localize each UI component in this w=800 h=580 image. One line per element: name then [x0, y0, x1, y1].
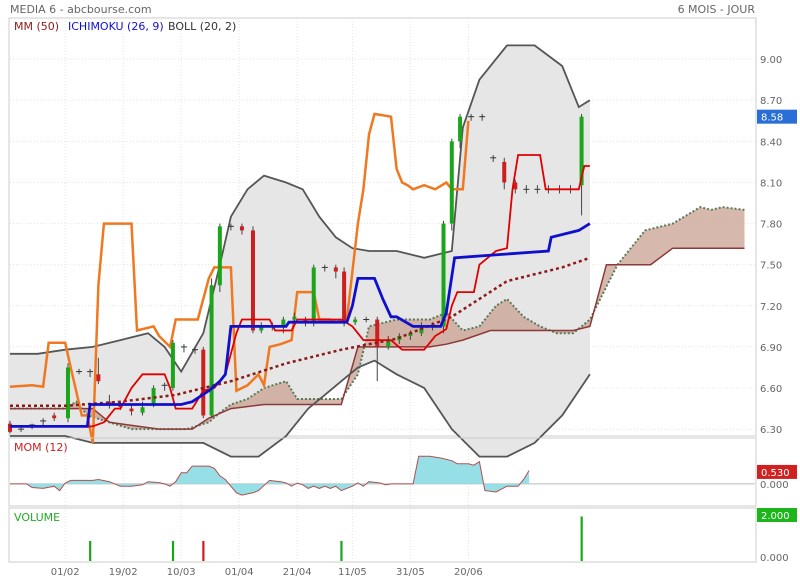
candle-body: [65, 367, 70, 419]
candle-body: [502, 161, 507, 183]
candle-body: [250, 230, 255, 331]
candle-body: [239, 226, 244, 231]
volume-bar: [202, 540, 205, 561]
mom-value-text: 0.530: [761, 468, 790, 479]
candle-body: [449, 141, 454, 224]
y-tick-label: 6.90: [760, 343, 782, 354]
mm50-line: [10, 256, 591, 408]
candle-body: [311, 267, 316, 323]
x-tick-label: 01/04: [225, 567, 254, 578]
volume-zero-tick: 0.000: [760, 553, 789, 564]
candle-body: [209, 285, 214, 416]
y-tick-label: 6.30: [760, 425, 782, 436]
y-tick-label: 8.70: [760, 96, 782, 107]
candle-body: [458, 116, 463, 142]
x-tick-label: 31/05: [396, 567, 425, 578]
chart-period-label: 6 MOIS - JOUR: [678, 3, 756, 16]
senkou-span-b: [10, 247, 745, 430]
volume-bar: [89, 540, 92, 561]
x-tick-label: 01/02: [51, 567, 80, 578]
candle-body: [140, 407, 145, 413]
volume-bar: [340, 540, 343, 561]
candle-body: [201, 349, 206, 416]
chikou-span: [9, 112, 470, 444]
candle-body: [170, 342, 175, 389]
volume-bar: [580, 516, 583, 561]
candle-body: [353, 319, 358, 323]
price-axis: 9.00 8.70 8.40 8.10 7.80 7.50 7.20 6.90 6.60 6.30…: [757, 55, 797, 436]
candle-body: [333, 267, 338, 272]
candle-body: [259, 326, 264, 331]
candle-body: [281, 319, 286, 327]
ichimoku-cloud: [10, 207, 745, 430]
legend-ichimoku: ICHIMOKU (26, 9): [68, 20, 164, 33]
volume-value-badge: [757, 508, 797, 522]
last-price-badge: [757, 109, 797, 124]
y-tick-label: 6.60: [760, 384, 782, 395]
bollinger-band-fill: [10, 45, 590, 457]
candle-body: [129, 408, 134, 412]
candle-body: [217, 226, 222, 286]
mom-panel-title: MOM (12): [14, 441, 68, 454]
price-plot: [8, 44, 745, 458]
y-tick-label: 8.40: [760, 137, 782, 148]
mom-line: [10, 455, 530, 496]
volume-panel-title: VOLUME: [14, 511, 60, 524]
legend-mm: MM (50): [14, 20, 59, 33]
x-tick-label: 11/05: [338, 567, 367, 578]
candle-body: [151, 388, 156, 405]
candle-body: [292, 316, 297, 320]
candle-body: [96, 374, 101, 382]
bollinger-upper: [10, 44, 591, 374]
volume-value-text: 2.000: [761, 511, 790, 522]
volume-plot: 0.000 2.000: [89, 508, 797, 564]
last-price-value: 8.58: [761, 113, 783, 124]
candle-body: [441, 223, 446, 327]
main-panel-frame: [8, 17, 757, 437]
candle-body: [375, 319, 380, 347]
mom-value-badge: [757, 464, 797, 479]
candle-body: [386, 340, 391, 347]
y-tick-label: 9.00: [760, 55, 782, 66]
candle-body: [579, 116, 584, 186]
tenkan-line: [10, 222, 591, 428]
x-tick-label: 20/06: [454, 567, 483, 578]
mom-area: [10, 456, 530, 496]
kijun-line: [10, 154, 590, 428]
y-tick-label: 8.10: [760, 178, 782, 189]
volume-panel-frame: [8, 507, 757, 563]
mom-panel-frame: [8, 437, 757, 507]
chart-source-title: MEDIA 6 - abcbourse.com: [10, 3, 152, 16]
x-tick-label: 19/02: [109, 567, 138, 578]
x-tick-label: 10/03: [167, 567, 196, 578]
candle-body: [513, 182, 518, 190]
mom-zero-tick: 0.000: [760, 480, 789, 491]
y-tick-label: 7.20: [760, 302, 782, 313]
legend-boll: BOLL (20, 2): [168, 20, 236, 33]
y-tick-label: 7.80: [760, 220, 782, 231]
bollinger-lower: [10, 359, 591, 458]
date-axis: 01/02 19/02 10/03 01/04 21/04 11/05 31/05 20/06: [51, 567, 483, 578]
candle-body: [408, 333, 413, 336]
candle-body: [342, 271, 347, 323]
volume-bar: [171, 540, 175, 561]
y-tick-label: 7.50: [760, 261, 782, 272]
x-tick-label: 21/04: [283, 567, 312, 578]
candle-body: [52, 415, 57, 419]
